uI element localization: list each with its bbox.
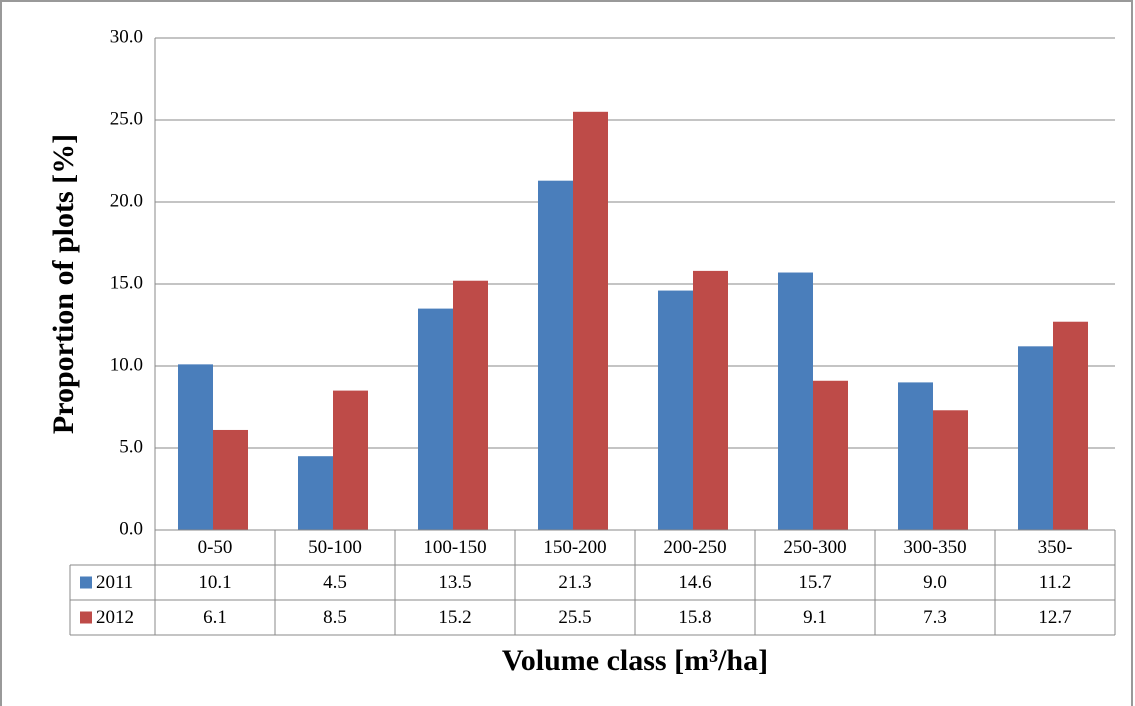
table-value: 15.2 — [438, 607, 471, 628]
table-value: 6.1 — [203, 607, 227, 628]
table-value: 11.2 — [1039, 572, 1072, 593]
y-tick-label: 25.0 — [110, 108, 143, 129]
x-tick-label: 50-100 — [308, 537, 362, 558]
x-tick-label: 350- — [1038, 537, 1073, 558]
table-value: 10.1 — [198, 572, 231, 593]
table-value: 15.8 — [678, 607, 711, 628]
table-value: 21.3 — [558, 572, 591, 593]
table-value: 14.6 — [678, 572, 711, 593]
x-tick-label: 150-200 — [543, 537, 606, 558]
bar — [453, 280, 488, 530]
bar — [1053, 321, 1088, 530]
bar — [418, 308, 453, 530]
table-value: 9.0 — [923, 572, 947, 593]
table-value: 7.3 — [923, 607, 947, 628]
table-value: 15.7 — [798, 572, 831, 593]
bar — [178, 364, 213, 530]
bar — [333, 390, 368, 530]
x-tick-label: 300-350 — [903, 537, 966, 558]
y-axis-title: Proportion of plots [%] — [47, 134, 80, 434]
bar — [538, 180, 573, 530]
table-value: 4.5 — [323, 572, 347, 593]
bar — [693, 270, 728, 530]
legend-label: 2011 — [96, 572, 133, 593]
y-tick-label: 15.0 — [110, 272, 143, 293]
bar — [573, 111, 608, 531]
bar — [213, 429, 248, 530]
bar — [658, 290, 693, 530]
legend-label: 2012 — [96, 607, 134, 628]
table-value: 12.7 — [1038, 607, 1071, 628]
x-tick-label: 200-250 — [663, 537, 726, 558]
y-tick-label: 10.0 — [110, 354, 143, 375]
x-tick-label: 0-50 — [198, 537, 233, 558]
table-value: 8.5 — [323, 607, 347, 628]
x-axis-title: Volume class [m³/ha] — [502, 644, 768, 677]
legend-swatch — [80, 576, 92, 589]
bar — [898, 382, 933, 530]
x-tick-label: 100-150 — [423, 537, 486, 558]
legend-swatch — [80, 611, 92, 624]
y-tick-label: 0.0 — [119, 518, 143, 539]
x-tick-label: 250-300 — [783, 537, 846, 558]
bar — [298, 456, 333, 530]
table-value: 9.1 — [803, 607, 827, 628]
y-tick-label: 30.0 — [110, 26, 143, 47]
y-tick-label: 5.0 — [119, 436, 143, 457]
bar — [778, 272, 813, 530]
table-value: 25.5 — [558, 607, 591, 628]
bar — [813, 380, 848, 530]
y-tick-label: 20.0 — [110, 190, 143, 211]
bar — [1018, 346, 1053, 530]
bar — [933, 410, 968, 530]
table-value: 13.5 — [438, 572, 471, 593]
